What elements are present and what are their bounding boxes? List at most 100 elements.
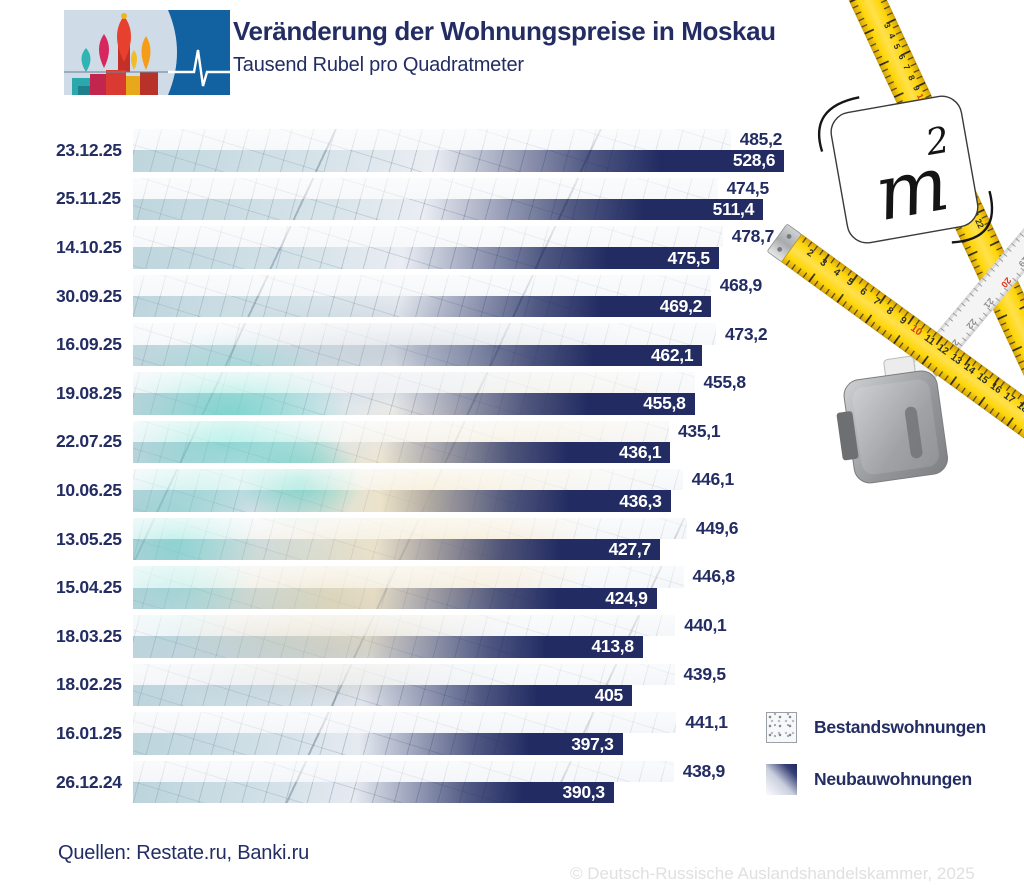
legend-label-neubau: Neubauwohnungen: [814, 769, 972, 789]
bestand-bar: [133, 226, 723, 248]
neubau-bar: 511,4: [133, 198, 763, 221]
bar-stack: 485,2 528,6: [133, 129, 785, 172]
ecg-pulse-icon: [168, 49, 230, 87]
neubau-value-label: 424,9: [605, 587, 648, 608]
bestand-value-label: 449,6: [695, 517, 739, 538]
row-date-label: 16.09.25: [56, 334, 122, 355]
ruler-number: 11: [920, 103, 933, 116]
bestand-bar: [133, 712, 677, 734]
neubau-bar: 436,1: [133, 441, 671, 464]
row-date-label: 14.10.25: [56, 236, 122, 257]
neubau-bar: 390,3: [133, 782, 614, 804]
bestand-bar-line: 446,1: [133, 469, 735, 491]
bestand-value-label: 446,1: [691, 469, 735, 490]
row-date-label: 26.12.24: [56, 771, 122, 792]
neubau-value-label: 436,1: [619, 442, 662, 462]
row-date-label: 25.11.25: [56, 188, 121, 209]
bestand-bar: [133, 323, 716, 345]
chart-row: 15.04.25 446,8 424,9: [0, 566, 1024, 610]
bestand-value-label: 441,1: [685, 712, 728, 733]
row-date-label: 23.12.25: [56, 139, 122, 160]
bar-stack: 478,7 475,5: [133, 226, 775, 270]
bestand-bar-line: 485,2: [133, 129, 784, 151]
bestand-bar-line: 439,5: [133, 663, 727, 686]
bestand-bar-line: 474,5: [133, 177, 769, 200]
neubau-bar: 528,6: [133, 150, 785, 172]
neubau-bar: 436,3: [133, 490, 671, 513]
bestand-bar-line: 455,8: [133, 371, 746, 394]
ruler-number: 10: [915, 92, 928, 105]
neubau-value-label: 405: [594, 684, 624, 705]
neubau-bar: 455,8: [133, 393, 695, 415]
bar-stack: 435,1 436,1: [133, 420, 721, 464]
bar-stack: 440,1 413,8: [133, 614, 727, 658]
bestand-bar-line: 478,7: [133, 226, 775, 248]
chart-row: 18.03.25 440,1 413,8: [0, 614, 1024, 658]
neubau-swatch-icon: [766, 764, 797, 795]
chart-row: 23.12.25 485,2 528,6: [0, 129, 1024, 172]
ruler-number: 6: [896, 52, 907, 61]
bar-stack: 441,1 397,3: [133, 712, 728, 756]
ruler-number: 4: [887, 32, 898, 41]
neubau-value-label: 455,8: [643, 393, 686, 414]
neubau-bar: 405: [133, 684, 632, 707]
bestand-bar-line: 468,9: [133, 274, 763, 297]
bar-stack: 446,1 436,3: [133, 469, 735, 513]
neubau-value-label: 390,3: [562, 782, 606, 803]
row-date-label: 18.03.25: [56, 625, 122, 646]
row-date-label: 15.04.25: [56, 577, 122, 598]
header-titles: Veränderung der Wohnungspreise in Moskau…: [233, 16, 776, 77]
row-date-label: 19.08.25: [56, 382, 122, 403]
ruler-number: 7: [901, 63, 912, 72]
neubau-value-label: 528,6: [732, 150, 776, 171]
bar-chart: 23.12.25 485,2 528,6 25.11.25 474,5 511,4 14.1…: [0, 129, 1024, 809]
ruler-number: 9: [911, 84, 922, 93]
bestand-bar-line: 438,9: [133, 760, 725, 783]
bestand-bar: [133, 517, 687, 540]
bestand-bar-line: 435,1: [133, 420, 721, 443]
logo-graphic: [64, 10, 230, 95]
bestand-value-label: 440,1: [684, 615, 727, 636]
neubau-bar: 424,9: [133, 587, 657, 610]
bar-stack: 439,5 405: [133, 663, 727, 707]
bestand-bar: [133, 760, 674, 783]
chart-row: 16.09.25 473,2 462,1: [0, 323, 1024, 367]
legend: Bestandswohnungen Neubauwohnungen: [766, 712, 986, 816]
chart-row: 10.06.25 446,1 436,3: [0, 469, 1024, 513]
neubau-value-label: 413,8: [591, 636, 635, 657]
chart-row: 13.05.25 449,6 427,7: [0, 517, 1024, 561]
row-date-label: 10.06.25: [56, 479, 122, 500]
bestand-value-label: 439,5: [683, 663, 727, 684]
legend-label-bestand: Bestandswohnungen: [814, 717, 986, 737]
neubau-bar: 475,5: [133, 247, 719, 270]
logo: [64, 10, 230, 95]
bestand-bar-line: 473,2: [133, 323, 768, 345]
bestand-value-label: 478,7: [731, 226, 775, 247]
ruler-number: 5: [892, 42, 903, 51]
neubau-bar: 469,2: [133, 296, 712, 318]
bestand-value-label: 468,9: [719, 274, 763, 295]
bar-stack: 474,5 511,4: [133, 177, 769, 221]
ruler-number: 12: [925, 113, 938, 126]
bestand-bar: [133, 371, 695, 394]
chart-row: 19.08.25 455,8 455,8: [0, 371, 1024, 415]
ruler-number: 8: [906, 73, 917, 82]
bestand-bar: [133, 420, 669, 443]
neubau-value-label: 462,1: [651, 344, 694, 365]
cathedral-icon: [72, 13, 158, 95]
row-date-label: 18.02.25: [56, 674, 122, 695]
bestand-bar: [133, 469, 683, 491]
copyright-text: © Deutsch-Russische Auslandshandelskamme…: [570, 864, 975, 883]
bar-stack: 449,6 427,7: [133, 517, 739, 561]
page-title: Veränderung der Wohnungspreise in Moskau: [233, 16, 776, 46]
neubau-value-label: 469,2: [659, 296, 703, 317]
chart-row: 22.07.25 435,1 436,1: [0, 420, 1024, 464]
bar-stack: 446,8 424,9: [133, 566, 735, 610]
bestand-bar-line: 441,1: [133, 712, 728, 734]
bestand-value-label: 435,1: [678, 420, 721, 441]
chart-row: 30.09.25 468,9 469,2: [0, 274, 1024, 318]
bestand-swatch-icon: [766, 712, 797, 743]
bestand-bar: [133, 566, 684, 588]
neubau-value-label: 436,3: [619, 490, 662, 511]
